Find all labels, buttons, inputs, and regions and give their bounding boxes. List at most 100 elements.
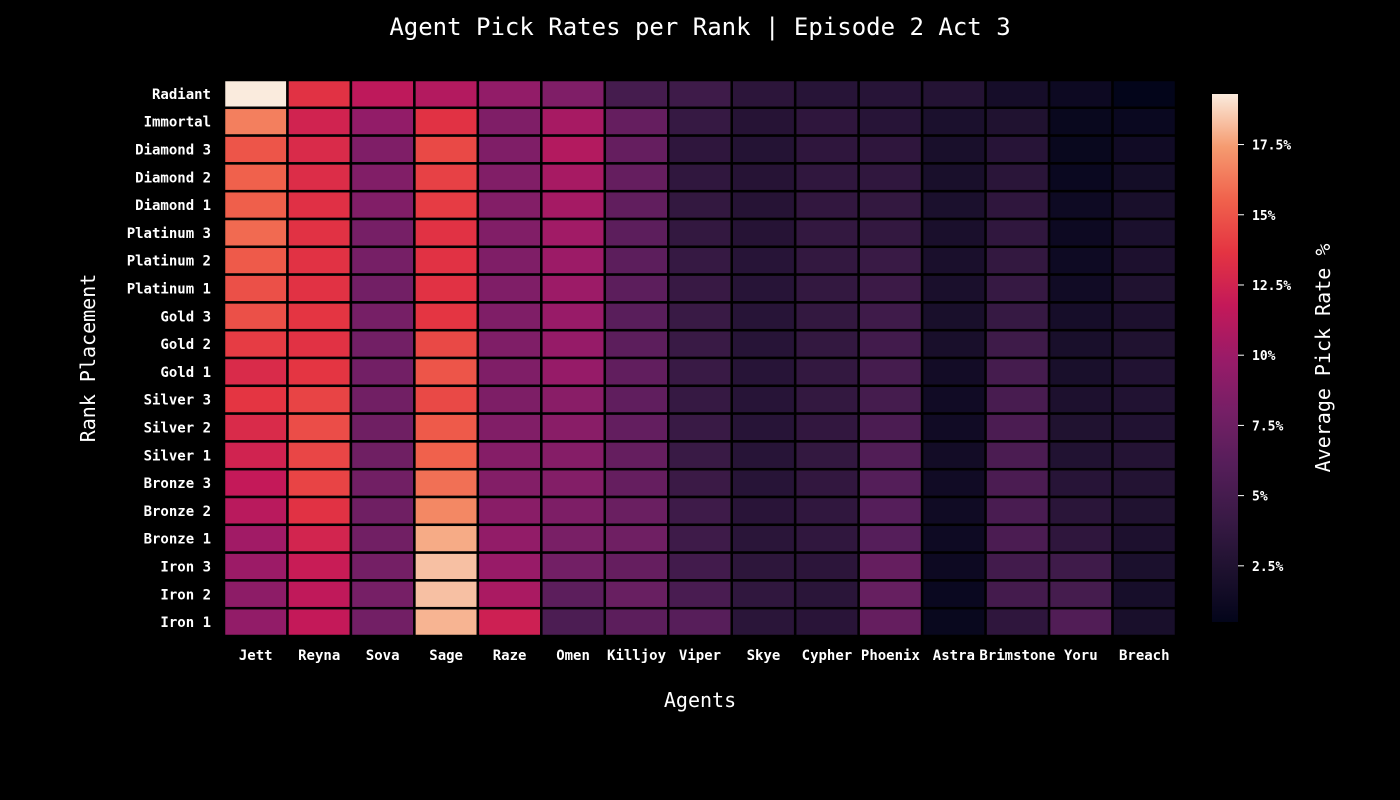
heatmap-cell (793, 356, 860, 388)
heatmap-cell (1111, 551, 1178, 582)
heatmap-cell (603, 551, 670, 582)
heatmap-cell (286, 328, 353, 360)
heatmap-cell (667, 78, 733, 110)
heatmap-cell (920, 134, 987, 165)
heatmap-cell (476, 384, 543, 415)
heatmap-cell (1047, 606, 1114, 638)
heatmap-cell (603, 78, 670, 110)
heatmap-cell (540, 384, 607, 415)
y-tick-label: Iron 2 (160, 587, 211, 603)
heatmap-cell (984, 273, 1051, 304)
heatmap-cell (1047, 245, 1114, 276)
heatmap-cell (793, 217, 860, 249)
chart-title: Agent Pick Rates per Rank | Episode 2 Ac… (389, 13, 1010, 41)
y-tick-label: Silver 1 (144, 448, 211, 464)
heatmap-cell (540, 523, 607, 554)
heatmap-cell (920, 412, 987, 443)
heatmap-cell (920, 467, 987, 499)
heatmap-cell (920, 106, 987, 137)
heatmap-cell (730, 495, 797, 527)
heatmap-cell (1047, 412, 1114, 443)
heatmap-cell (793, 384, 860, 415)
heatmap-cell (920, 245, 987, 276)
heatmap-cell (413, 579, 480, 610)
heatmap-cell (1047, 467, 1114, 499)
heatmap-cell (349, 245, 416, 276)
heatmap-cell (730, 134, 797, 165)
heatmap-cell (667, 440, 733, 471)
heatmap-cell (1111, 134, 1178, 165)
heatmap-cell (857, 301, 924, 332)
heatmap-cell (603, 412, 670, 443)
heatmap-cell (667, 551, 733, 582)
heatmap-cell (413, 467, 480, 499)
heatmap-cell (1111, 440, 1178, 471)
heatmap-cell (857, 579, 924, 610)
heatmap-cell (984, 134, 1051, 165)
heatmap-cell (349, 551, 416, 582)
heatmap-cell (984, 301, 1051, 332)
heatmap-cell (413, 134, 480, 165)
heatmap-cell (667, 412, 733, 443)
heatmap-cell (222, 189, 289, 221)
heatmap-cell (540, 467, 607, 499)
x-tick-label: Sova (366, 648, 400, 664)
heatmap-cell (857, 467, 924, 499)
heatmap-cell (667, 495, 733, 527)
heatmap-cell (286, 217, 353, 249)
heatmap-cell (603, 301, 670, 332)
heatmap-cell (984, 440, 1051, 471)
heatmap-cell (793, 134, 860, 165)
heatmap-cell (476, 245, 543, 276)
heatmap-cell (413, 106, 480, 137)
heatmap-cell (476, 301, 543, 332)
heatmap-cell (349, 78, 416, 110)
heatmap-cell (920, 217, 987, 249)
heatmap-cell (222, 606, 289, 638)
heatmap-cell (476, 134, 543, 165)
heatmap-cell (1111, 579, 1178, 610)
heatmap-cell (222, 301, 289, 332)
heatmap-cell (984, 328, 1051, 360)
heatmap-cell (222, 106, 289, 137)
heatmap-cell (603, 495, 670, 527)
heatmap-cell (349, 384, 416, 415)
heatmap-cell (1111, 273, 1178, 304)
heatmap-cell (1047, 384, 1114, 415)
heatmap-cell (1047, 162, 1114, 193)
heatmap-cell (1047, 523, 1114, 554)
heatmap-cell (476, 523, 543, 554)
colorbar-tick-label: 17.5% (1252, 139, 1291, 154)
heatmap-cell (413, 162, 480, 193)
heatmap-cell (476, 162, 543, 193)
y-tick-label: Bronze 1 (144, 532, 211, 548)
heatmap-cell (730, 189, 797, 221)
x-tick-label: Killjoy (607, 648, 667, 664)
heatmap-cell (793, 606, 860, 638)
heatmap-cell (1047, 495, 1114, 527)
heatmap-cell (1111, 78, 1178, 110)
heatmap-cell (286, 106, 353, 137)
heatmap-cell (1047, 551, 1114, 582)
y-tick-label: Gold 3 (160, 309, 211, 325)
heatmap-cell (349, 328, 416, 360)
y-tick-label: Gold 2 (160, 337, 211, 353)
heatmap-cell (1047, 356, 1114, 388)
heatmap-cell (984, 467, 1051, 499)
y-tick-label: Immortal (144, 115, 211, 131)
heatmap-cell (857, 384, 924, 415)
heatmap-cell (540, 495, 607, 527)
heatmap-cell (540, 189, 607, 221)
x-tick-labels: Jett Reyna Sova Sage Raze Omen Killjoy Viper Sky… (239, 648, 1170, 664)
heatmap-cell (793, 495, 860, 527)
heatmap-cell (1047, 579, 1114, 610)
heatmap-cell (476, 467, 543, 499)
heatmap-cell (349, 606, 416, 638)
heatmap-cell (920, 356, 987, 388)
heatmap-cell (793, 273, 860, 304)
heatmap-cell (1047, 440, 1114, 471)
y-tick-label: Bronze 3 (144, 476, 211, 492)
y-tick-label: Platinum 2 (127, 254, 211, 270)
heatmap-cell (286, 356, 353, 388)
